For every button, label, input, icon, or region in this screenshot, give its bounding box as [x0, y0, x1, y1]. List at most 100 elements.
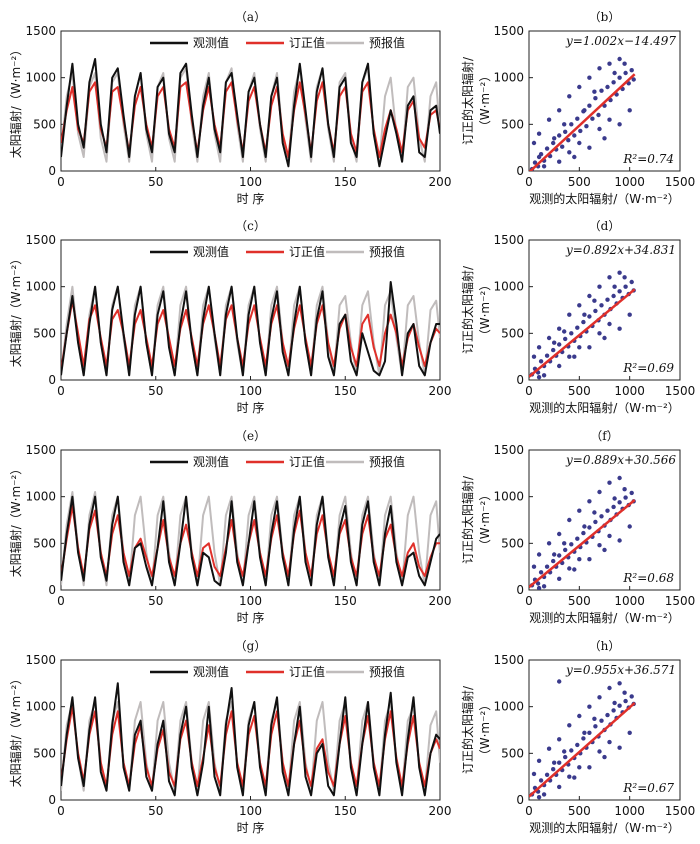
x-tick-label: 50 — [148, 384, 163, 398]
x-tick-label: 150 — [334, 804, 357, 818]
scatter-point — [597, 489, 602, 495]
x-tick-label: 0 — [525, 175, 533, 189]
scatter-point — [567, 354, 572, 359]
y-tick-label: 1500 — [25, 24, 56, 38]
scatter-point — [535, 581, 541, 586]
scatter-point — [587, 345, 592, 350]
scatter-point — [617, 326, 622, 331]
axes-frame — [528, 449, 681, 591]
scatter-point — [623, 698, 628, 704]
scatter-point — [538, 359, 544, 364]
scatter-point — [607, 685, 612, 691]
scatter-point — [607, 275, 612, 280]
scatter-point — [597, 749, 602, 754]
x-tick-label: 150 — [334, 594, 357, 608]
x-tick-label: 0 — [57, 594, 65, 608]
scatter-point — [597, 126, 602, 132]
scatter-point — [599, 514, 604, 519]
scatter-point — [582, 108, 587, 113]
scatter-point — [612, 284, 617, 289]
scatter-point — [607, 321, 612, 327]
scatter-point — [631, 77, 636, 82]
y-tick-label: 0 — [48, 164, 56, 178]
y-tick-label: 1500 — [25, 653, 56, 667]
scatter-panel-3: （f） 0 500 1000 1500 0 500 1000 1500 订正的太阳辐射/（W·m⁻… — [460, 429, 695, 625]
scatter-point — [572, 154, 577, 160]
timeseries-panel-3: （e） 0 500 1000 1500 0 50 100 150 200 太阳辐射/（W·m⁻²） 时… — [8, 429, 451, 625]
scatter-point — [557, 760, 562, 765]
scatter-point — [587, 557, 592, 562]
y-tick-label: 500 — [501, 746, 524, 760]
scatter-point — [612, 700, 617, 706]
scatter-point — [602, 335, 607, 341]
y-tick-label: 1500 — [493, 443, 524, 457]
scatter-point — [563, 547, 568, 553]
scatter-point — [557, 326, 562, 331]
y-tick-label: 500 — [501, 117, 524, 131]
scatter-point — [536, 131, 542, 136]
scatter-point — [577, 713, 582, 719]
scatter-point — [562, 749, 567, 754]
x-axis-label: 观测的太阳辐射/（W·m⁻²） — [529, 610, 680, 625]
scatter-point — [581, 319, 586, 325]
scatter-point — [597, 66, 602, 71]
scatter-point — [557, 576, 562, 581]
panel-label: （g） — [235, 639, 267, 653]
y-axis-label: 太阳辐射/（W·m⁻²） — [8, 463, 23, 578]
scatter-point — [557, 108, 562, 113]
scatter-point — [587, 103, 592, 108]
panel-label: （h） — [589, 639, 621, 653]
scatter-point — [536, 795, 542, 800]
y-tick-label: 500 — [33, 536, 56, 550]
scatter-point — [607, 480, 612, 485]
scatter-point — [572, 133, 577, 138]
scatter-point — [592, 510, 597, 515]
x-tick-label: 1000 — [614, 175, 645, 189]
scatter-point — [551, 140, 556, 146]
scatter-point — [597, 543, 602, 548]
x-tick-label: 0 — [57, 804, 65, 818]
scatter-point — [599, 718, 604, 723]
y-tick-label: 1500 — [25, 233, 56, 247]
scatter-point — [536, 585, 542, 590]
scatter-point — [567, 517, 572, 523]
scatter-point — [611, 504, 616, 510]
scatter-point — [587, 145, 592, 150]
scatter-point — [607, 739, 612, 745]
scatter-point — [544, 564, 550, 569]
scatter-point — [544, 353, 550, 358]
fit-line — [529, 702, 636, 798]
scatter-point — [531, 140, 537, 146]
axes-frame — [528, 239, 681, 381]
scatter-point — [587, 704, 592, 709]
scatter-point — [536, 345, 542, 350]
y-axis-label: 订正的太阳辐射/ — [460, 56, 475, 145]
scatter-point — [617, 681, 622, 686]
scatter-point — [546, 335, 552, 341]
panel-label: （b） — [589, 10, 621, 24]
scatter-point — [557, 363, 562, 369]
scatter-point — [575, 536, 580, 541]
scatter-panel-4: （h） 0 500 1000 1500 0 500 1000 1500 订正的太阳辐射/（W·m⁻… — [460, 639, 695, 835]
x-tick-label: 1500 — [665, 804, 696, 818]
x-tick-label: 1500 — [665, 594, 696, 608]
scatter-point — [623, 495, 628, 500]
y-tick-label: 0 — [48, 793, 56, 807]
scatter-point — [567, 723, 572, 728]
scatter-point — [572, 354, 577, 359]
scatter-point — [531, 771, 537, 777]
scatter-point — [605, 297, 610, 302]
scatter-point — [563, 754, 568, 760]
scatter-point — [587, 730, 592, 735]
y-axis-label-unit: （W·m⁻²） — [478, 279, 492, 342]
x-tick-label: 1000 — [614, 594, 645, 608]
y-tick-label: 1000 — [25, 71, 56, 85]
y-tick-label: 1000 — [25, 700, 56, 714]
series-line-2 — [61, 505, 440, 577]
scatter-point — [569, 748, 574, 753]
legend-label: 预报值 — [369, 35, 405, 50]
legend-label: 预报值 — [369, 664, 405, 679]
y-tick-label: 0 — [516, 793, 524, 807]
scatter-point — [593, 519, 598, 525]
scatter-point — [605, 508, 610, 513]
